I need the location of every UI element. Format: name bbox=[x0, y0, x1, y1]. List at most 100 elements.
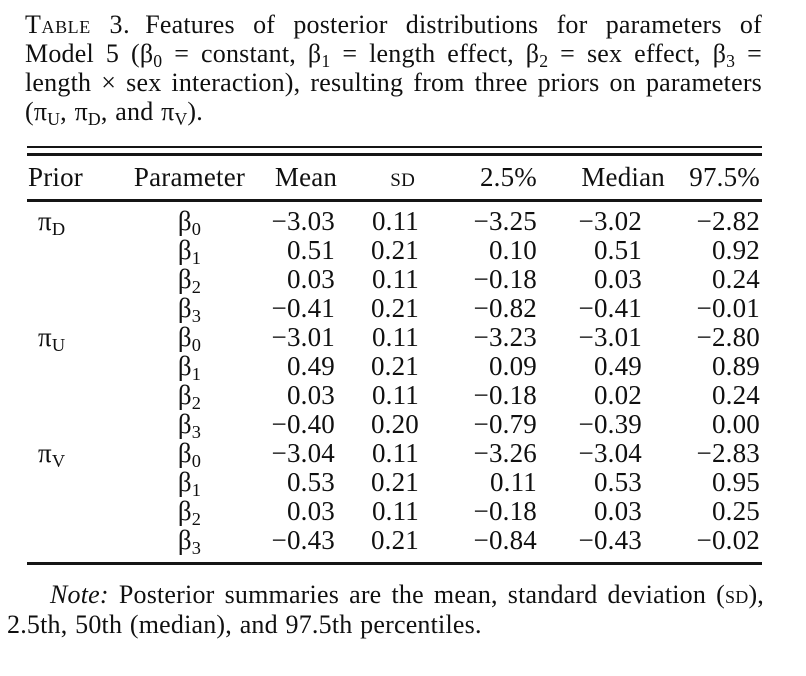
cell-parameter: β1 bbox=[112, 351, 267, 384]
subscript: 3 bbox=[726, 50, 736, 71]
greek-symbol: π bbox=[38, 206, 52, 236]
cell-2-5-percentile: −0.82 bbox=[473, 293, 537, 323]
cell-mean: −3.01 bbox=[271, 322, 335, 352]
greek-symbol: π bbox=[38, 438, 52, 468]
text-segment: = length effect, bbox=[330, 39, 526, 68]
table-row: πU β0 −3.01 0.11 −3.23 −3.01 −2.80 bbox=[27, 322, 762, 355]
cell-parameter: β0 bbox=[112, 322, 267, 355]
cell-sd: 0.11 bbox=[371, 322, 419, 352]
subscript: 1 bbox=[321, 50, 331, 71]
greek-symbol: β bbox=[177, 438, 192, 468]
cell-sd: 0.11 bbox=[371, 380, 419, 410]
column-header-sd: sd bbox=[345, 156, 425, 202]
table-row: β2 0.03 0.11 −0.18 0.03 0.24 bbox=[27, 264, 762, 297]
table-caption: Table 3. Features of posterior distributi… bbox=[25, 10, 762, 128]
text-segment: π bbox=[161, 97, 175, 126]
cell-2-5-percentile: 0.10 bbox=[488, 235, 537, 265]
greek-symbol: β bbox=[177, 235, 192, 265]
cell-prior bbox=[27, 526, 112, 564]
cell-median: 0.03 bbox=[593, 264, 642, 294]
table-row: β1 0.53 0.21 0.11 0.53 0.95 bbox=[27, 467, 762, 500]
cell-mean: −0.40 bbox=[271, 409, 335, 439]
cell-median: −3.01 bbox=[578, 322, 642, 352]
cell-prior: πV bbox=[27, 438, 112, 472]
table-top-rule bbox=[27, 146, 762, 156]
text-segment: = constant, bbox=[162, 39, 308, 68]
cell-median: −0.39 bbox=[578, 409, 642, 439]
cell-parameter: β0 bbox=[112, 201, 267, 239]
cell-sd: 0.20 bbox=[370, 409, 419, 439]
cell-median: 0.53 bbox=[593, 467, 642, 497]
cell-mean: −3.04 bbox=[271, 438, 335, 468]
cell-parameter: β0 bbox=[112, 438, 267, 471]
table-body: πD β0 −3.03 0.11 −3.25 −3.02 −2.82 β1 0.51 0.21 0.… bbox=[27, 201, 762, 564]
cell-2-5-percentile: 0.11 bbox=[489, 467, 537, 497]
cell-97-5-percentile: 0.24 bbox=[711, 380, 760, 410]
column-header-97-5-percentile: 97.5% bbox=[665, 156, 762, 202]
text-segment: β bbox=[139, 39, 154, 68]
subscript: 3 bbox=[191, 538, 202, 559]
cell-prior bbox=[27, 352, 112, 381]
cell-2-5-percentile: −0.18 bbox=[473, 264, 537, 294]
cell-median: −0.41 bbox=[578, 293, 642, 323]
caption-label: Table 3. bbox=[25, 10, 131, 39]
table-row: πV β0 −3.04 0.11 −3.26 −3.04 −2.83 bbox=[27, 438, 762, 472]
cell-mean: 0.03 bbox=[286, 264, 335, 294]
column-header-2-5-percentile: 2.5% bbox=[425, 156, 540, 202]
cell-parameter: β3 bbox=[112, 409, 267, 442]
header-row: Prior Parameter Mean sd 2.5% Median 97.5… bbox=[27, 156, 762, 202]
greek-symbol: β bbox=[177, 351, 192, 381]
text-segment: = sex effect, bbox=[548, 39, 713, 68]
cell-sd: 0.21 bbox=[370, 351, 419, 381]
text-segment: β bbox=[525, 39, 540, 68]
cell-mean: 0.03 bbox=[286, 380, 335, 410]
text-segment: , and bbox=[100, 97, 162, 126]
subscript: V bbox=[51, 451, 66, 472]
greek-symbol: β bbox=[177, 467, 192, 497]
posterior-distributions-table: Prior Parameter Mean sd 2.5% Median 97.5… bbox=[27, 146, 762, 565]
text-segment: , bbox=[60, 97, 75, 126]
cell-median: −0.43 bbox=[578, 525, 642, 555]
greek-symbol: β bbox=[177, 322, 192, 352]
cell-97-5-percentile: 0.92 bbox=[711, 235, 760, 265]
cell-median: 0.51 bbox=[593, 235, 642, 265]
cell-2-5-percentile: −0.18 bbox=[473, 496, 537, 526]
cell-2-5-percentile: 0.09 bbox=[488, 351, 537, 381]
cell-sd: 0.21 bbox=[370, 467, 419, 497]
cell-2-5-percentile: −3.25 bbox=[473, 206, 537, 236]
cell-parameter: β2 bbox=[112, 380, 267, 413]
cell-prior bbox=[27, 294, 112, 323]
table-row: β3 −0.40 0.20 −0.79 −0.39 0.00 bbox=[27, 409, 762, 442]
cell-97-5-percentile: 0.00 bbox=[711, 409, 760, 439]
subscript: D bbox=[51, 219, 66, 240]
cell-2-5-percentile: −3.26 bbox=[473, 438, 537, 468]
cell-97-5-percentile: −0.02 bbox=[696, 525, 760, 555]
column-header-parameter: Parameter bbox=[112, 156, 267, 202]
cell-mean: 0.49 bbox=[286, 351, 335, 381]
cell-mean: −0.43 bbox=[271, 525, 335, 555]
subscript: 1 bbox=[191, 248, 202, 269]
cell-mean: −3.03 bbox=[271, 206, 335, 236]
table-row: β1 0.49 0.21 0.09 0.49 0.89 bbox=[27, 351, 762, 384]
cell-97-5-percentile: −2.82 bbox=[696, 206, 760, 236]
greek-symbol: β bbox=[177, 409, 192, 439]
cell-2-5-percentile: −0.79 bbox=[473, 409, 537, 439]
cell-sd: 0.11 bbox=[371, 496, 419, 526]
cell-97-5-percentile: −2.83 bbox=[696, 438, 760, 468]
table-note: Note: Posterior summaries are the mean, … bbox=[7, 580, 764, 640]
cell-prior bbox=[27, 497, 112, 526]
greek-symbol: β bbox=[177, 380, 192, 410]
cell-prior bbox=[27, 410, 112, 439]
table-row: πD β0 −3.03 0.11 −3.25 −3.02 −2.82 bbox=[27, 201, 762, 240]
cell-prior bbox=[27, 381, 112, 410]
text-segment: ). bbox=[187, 97, 203, 126]
greek-symbol: β bbox=[177, 293, 192, 323]
greek-symbol: β bbox=[177, 206, 192, 236]
cell-2-5-percentile: −3.23 bbox=[473, 322, 537, 352]
cell-parameter: β1 bbox=[112, 467, 267, 500]
cell-97-5-percentile: −2.80 bbox=[696, 322, 760, 352]
cell-prior bbox=[27, 265, 112, 294]
cell-sd: 0.21 bbox=[370, 235, 419, 265]
table-row: β3 −0.41 0.21 −0.82 −0.41 −0.01 bbox=[27, 293, 762, 326]
text-segment: Note: bbox=[50, 580, 109, 609]
